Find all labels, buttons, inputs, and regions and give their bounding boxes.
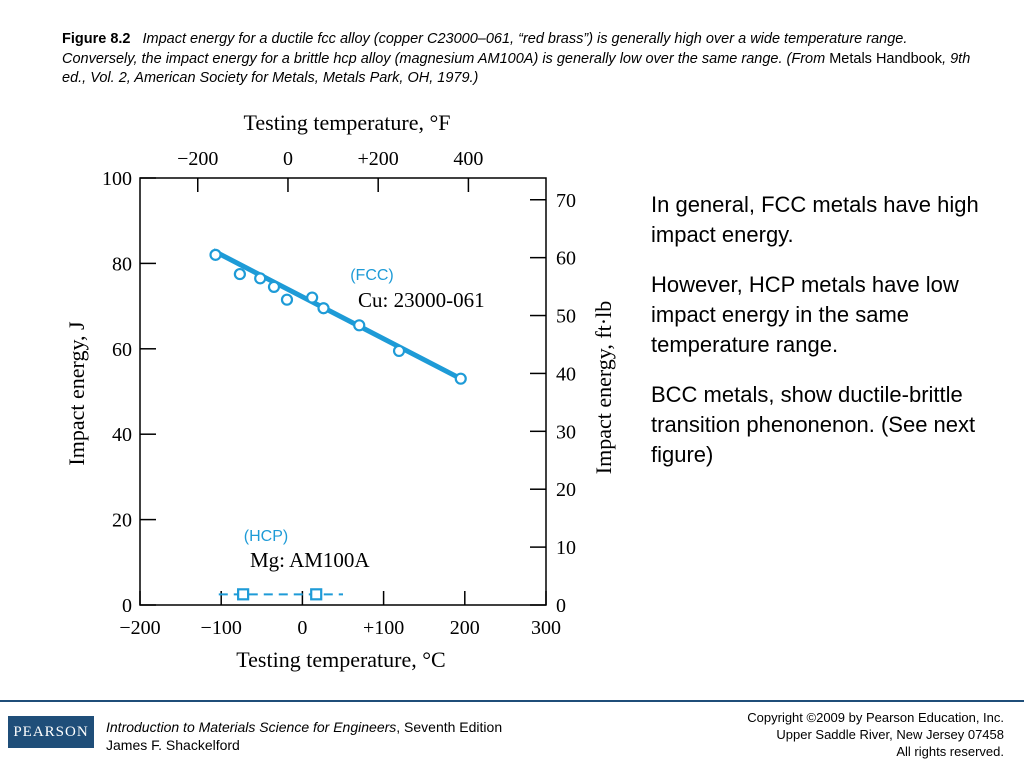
y-tick-label-right: 10: [556, 537, 576, 559]
y-tick-label-left: 0: [122, 595, 132, 617]
y-tick-label-left: 80: [112, 253, 132, 275]
fcc-tag: (FCC): [350, 267, 394, 284]
note-hcp: However, HCP metals have low impact ener…: [651, 272, 959, 357]
x-tick-label-top: 0: [283, 148, 293, 170]
book-title: Introduction to Materials Science for En…: [106, 719, 397, 735]
note-bcc: BCC metals, show ductile-brittle transit…: [651, 382, 976, 467]
fcc-data-point: [306, 291, 319, 304]
x-tick-label-top: −200: [177, 148, 218, 170]
fcc-data-point: [353, 319, 366, 332]
book-edition: , Seventh Edition: [396, 719, 503, 735]
copyright-line-2: Upper Saddle River, New Jersey 07458: [776, 727, 1004, 742]
fcc-data-point: [280, 293, 294, 306]
x-tick-label-top: +200: [358, 148, 399, 170]
side-notes: In general, FCC metals have high impact …: [651, 190, 1001, 490]
footer-divider: [0, 700, 1024, 702]
x-tick-label-bottom: +100: [363, 617, 404, 639]
fcc-data-point: [267, 280, 281, 293]
y-tick-label-left: 60: [112, 339, 132, 361]
y-tick-label-right: 50: [556, 306, 576, 328]
x-tick-label-top: 400: [453, 148, 483, 170]
hcp-data-point: [237, 588, 250, 601]
y-axis-label-left: Impact energy, J: [64, 321, 89, 466]
book-author: James F. Shackelford: [106, 737, 240, 753]
y-tick-label-right: 20: [556, 479, 576, 501]
fcc-data-point: [254, 272, 267, 285]
y-tick-label-left: 100: [102, 168, 132, 190]
hcp-series-label: Mg: AM100A: [250, 548, 370, 572]
caption-text-a: Impact energy for a ductile fcc alloy (c…: [62, 31, 908, 67]
y-tick-label-right: 30: [556, 421, 576, 443]
fcc-data-point: [392, 344, 406, 358]
fcc-data-point: [317, 302, 330, 315]
y-tick-label-left: 20: [112, 510, 132, 532]
hcp-data-point: [310, 588, 323, 601]
figure-caption: Figure 8.2 Impact energy for a ductile fc…: [62, 30, 982, 89]
book-credit: Introduction to Materials Science for En…: [106, 718, 502, 754]
y-tick-label-right: 0: [556, 595, 566, 617]
note-fcc: In general, FCC metals have high impact …: [651, 192, 979, 247]
x-axis-label-top: Testing temperature, °F: [243, 110, 450, 135]
fcc-data-point: [233, 267, 246, 281]
fcc-trend-line: [211, 248, 462, 381]
plot-frame: [139, 177, 547, 606]
x-tick-label-bottom: 300: [531, 617, 561, 639]
y-tick-label-left: 40: [112, 424, 132, 446]
x-axis-label-bottom: Testing temperature, °C: [236, 647, 445, 672]
x-tick-label-bottom: 0: [297, 617, 307, 639]
hcp-tag: (HCP): [244, 528, 288, 545]
y-tick-label-right: 60: [556, 248, 576, 270]
x-tick-label-bottom: −200: [119, 617, 160, 639]
copyright-notice: Copyright ©2009 by Pearson Education, In…: [747, 709, 1004, 760]
copyright-line-3: All rights reserved.: [896, 744, 1004, 759]
copyright-line-1: Copyright ©2009 by Pearson Education, In…: [747, 710, 1004, 725]
caption-text-b: , 9th ed., Vol. 2, American Society for …: [62, 50, 971, 87]
fcc-series-label: Cu: 23000-061: [358, 288, 485, 312]
pearson-logo: PEARSON: [8, 716, 94, 748]
fcc-data-point: [454, 372, 467, 385]
y-axis-label-right: Impact energy, ft·lb: [591, 301, 616, 475]
caption-source-title: Metals Handbook: [829, 50, 943, 67]
x-tick-label-bottom: 200: [450, 617, 480, 639]
figure-label: Figure 8.2: [62, 31, 131, 47]
fcc-data-point: [209, 248, 222, 261]
y-tick-label-right: 40: [556, 363, 576, 385]
x-tick-label-bottom: −100: [201, 617, 242, 639]
y-tick-label-right: 70: [556, 190, 576, 212]
